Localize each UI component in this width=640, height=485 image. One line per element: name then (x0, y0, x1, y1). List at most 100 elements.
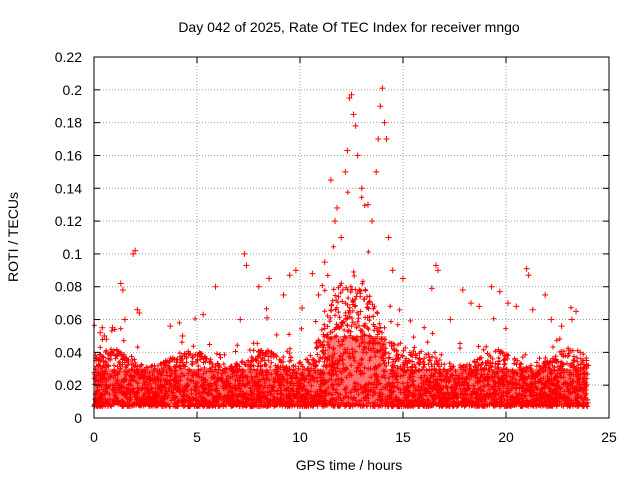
y-tick-label: 0.06 (55, 312, 82, 328)
x-axis-label: GPS time / hours (296, 457, 403, 473)
data-point (432, 262, 439, 269)
dense-band-layer (91, 189, 591, 409)
data-point (373, 168, 380, 175)
data-point (568, 316, 575, 323)
data-point (505, 300, 512, 307)
data-point (350, 111, 357, 118)
plot-frame (93, 56, 610, 419)
data-point (558, 323, 565, 330)
x-tick-label: 25 (601, 429, 617, 445)
data-point (309, 270, 316, 277)
data-point (99, 324, 106, 331)
data-point (266, 275, 273, 282)
data-point (523, 265, 530, 272)
grid-layer (94, 57, 609, 418)
data-point (400, 275, 406, 282)
data-point (103, 336, 110, 343)
x-tick-label: 15 (395, 429, 411, 445)
data-point (338, 234, 345, 241)
data-point (255, 283, 262, 290)
data-point (488, 283, 495, 290)
data-point (346, 95, 353, 102)
data-point (476, 303, 483, 310)
data-point (548, 316, 555, 323)
data-point (525, 272, 532, 279)
data-point (354, 152, 361, 159)
data-point (109, 324, 116, 331)
data-point (212, 283, 219, 290)
data-points-layer (93, 85, 590, 364)
dense-core-band (95, 368, 588, 405)
data-point (377, 103, 384, 110)
y-tick-label: 0.16 (55, 147, 82, 163)
data-point (200, 311, 207, 318)
data-point (292, 267, 299, 274)
data-point (334, 204, 341, 211)
data-point (358, 185, 365, 192)
data-point (237, 316, 244, 323)
y-tick-label: 0.04 (55, 344, 82, 360)
data-point (299, 305, 306, 312)
y-tick-label: 0.14 (55, 180, 82, 196)
data-point (243, 262, 250, 269)
data-point (241, 250, 248, 257)
data-point (130, 250, 137, 257)
data-point (542, 291, 549, 298)
x-tick-label: 5 (193, 429, 201, 445)
data-point (344, 147, 351, 154)
y-tick-label: 0.2 (63, 82, 83, 98)
data-point (321, 259, 328, 266)
data-point (132, 247, 139, 254)
y-axis-label: ROTI / TECUs (5, 192, 21, 282)
data-point (428, 285, 435, 292)
data-point (348, 91, 355, 98)
y-tick-label: 0 (74, 410, 82, 426)
data-point (342, 168, 349, 175)
y-tick-label: 0.1 (63, 246, 83, 262)
y-tick-label: 0.22 (55, 49, 82, 65)
data-point (332, 218, 339, 225)
data-point (167, 323, 174, 330)
data-point (529, 306, 536, 313)
data-point (573, 308, 580, 315)
data-point (117, 280, 124, 287)
storm-core-band (326, 335, 387, 369)
data-point (389, 267, 396, 274)
data-point (315, 291, 322, 298)
chart-title: Day 042 of 2025, Rate Of TEC Index for r… (178, 19, 520, 35)
data-point (583, 357, 590, 364)
data-point (264, 314, 271, 321)
data-point (364, 201, 371, 208)
y-tick-label: 0.08 (55, 279, 82, 295)
data-point (352, 122, 359, 129)
y-tick-label: 0.02 (55, 377, 82, 393)
data-point (119, 287, 126, 294)
data-point (577, 349, 584, 356)
data-point (280, 291, 287, 298)
data-point (375, 136, 382, 143)
x-tick-label: 20 (498, 429, 514, 445)
data-point (136, 309, 143, 316)
data-point (447, 316, 454, 323)
data-point (496, 288, 503, 295)
axis-ticks-layer: 0 5 10 15 20 25 0 0.02 0.04 0.06 0.08 0.1 0.12 0.14 0.… (55, 49, 617, 445)
data-point (435, 267, 442, 274)
y-tick-label: 0.12 (55, 213, 82, 229)
data-point (383, 136, 390, 143)
x-tick-label: 10 (292, 429, 308, 445)
data-point (97, 329, 104, 336)
data-point (379, 85, 386, 92)
y-tick-label: 0.18 (55, 115, 82, 131)
data-point (381, 119, 388, 126)
data-point (459, 287, 466, 294)
data-point (369, 218, 376, 225)
data-point (327, 177, 334, 184)
x-tick-label: 0 (90, 429, 98, 445)
data-point (385, 234, 392, 241)
data-point (121, 316, 128, 323)
data-point (467, 300, 474, 307)
data-point (134, 306, 141, 313)
data-point (513, 303, 520, 310)
